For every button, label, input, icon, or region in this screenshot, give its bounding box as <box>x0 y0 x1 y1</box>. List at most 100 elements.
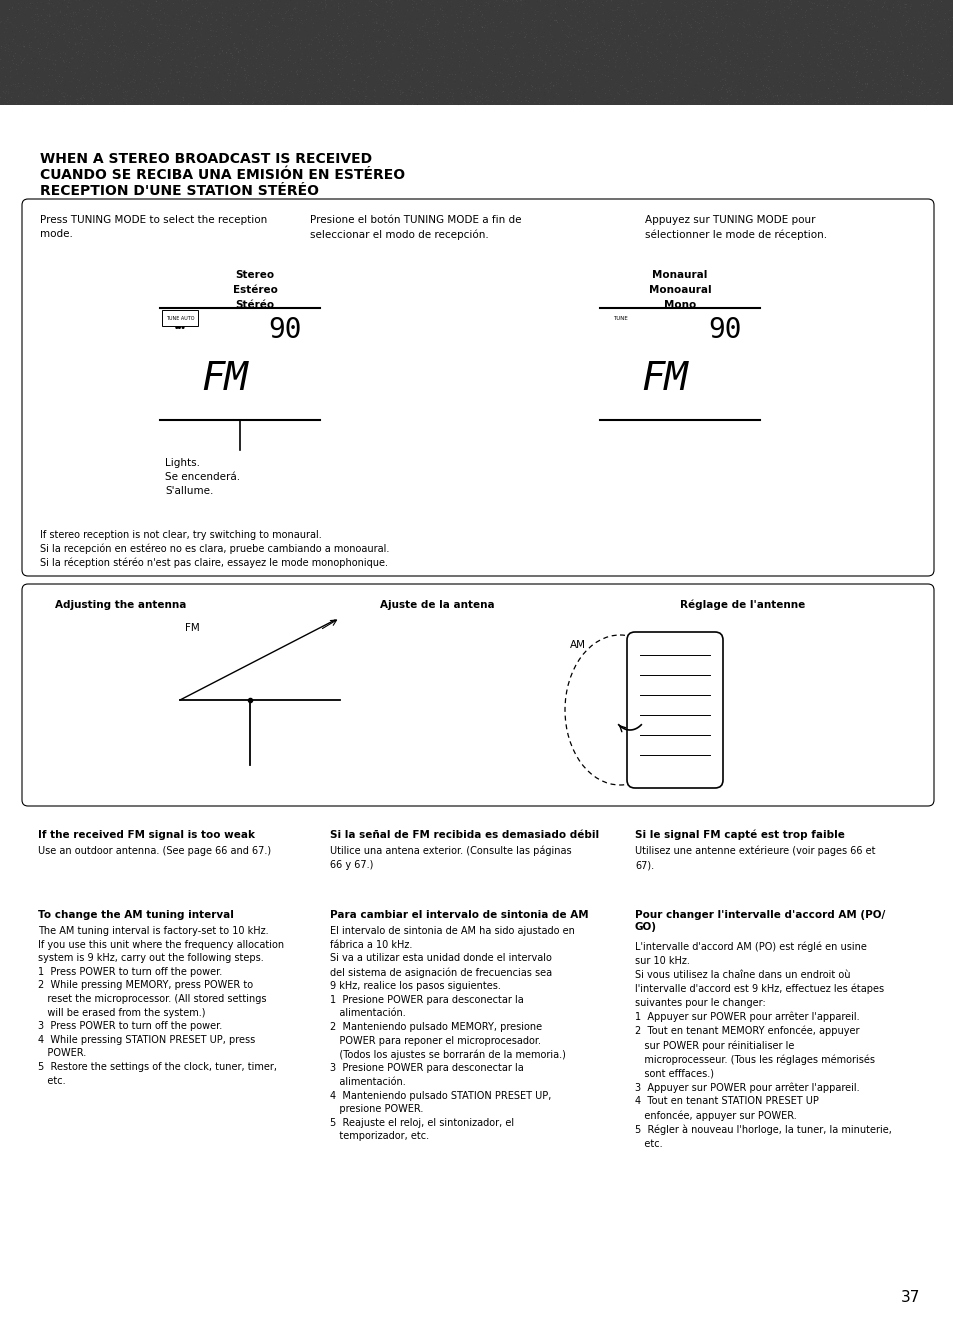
Point <box>748 64 763 85</box>
Point <box>794 55 809 76</box>
Point <box>917 1 932 23</box>
Point <box>850 92 865 113</box>
Point <box>583 49 598 71</box>
Point <box>386 21 401 43</box>
Point <box>817 47 832 68</box>
Point <box>626 0 641 21</box>
Point <box>936 55 951 76</box>
Point <box>246 0 261 15</box>
Point <box>651 67 666 88</box>
Point <box>895 60 910 81</box>
Point <box>630 40 645 61</box>
Point <box>416 25 432 47</box>
Point <box>62 32 77 53</box>
Point <box>667 67 682 88</box>
Point <box>235 31 251 52</box>
Point <box>174 8 190 29</box>
Point <box>381 80 396 101</box>
Point <box>193 76 209 97</box>
Point <box>521 63 537 84</box>
Point <box>454 37 469 59</box>
Point <box>163 67 178 88</box>
Point <box>315 17 331 39</box>
Point <box>540 5 556 27</box>
Point <box>415 88 430 109</box>
Point <box>61 57 76 79</box>
Point <box>401 9 416 31</box>
Point <box>60 84 75 105</box>
Point <box>891 35 906 56</box>
Point <box>274 8 290 29</box>
Point <box>265 63 280 84</box>
Point <box>4 75 19 96</box>
Point <box>340 17 355 39</box>
Point <box>627 9 642 31</box>
Point <box>175 0 191 13</box>
Point <box>475 73 490 95</box>
Point <box>488 69 503 91</box>
Point <box>350 88 365 109</box>
Point <box>927 17 943 39</box>
Point <box>436 27 452 48</box>
Point <box>370 4 385 25</box>
Point <box>143 92 158 113</box>
Point <box>61 0 76 13</box>
Point <box>634 36 649 57</box>
Point <box>361 0 376 21</box>
Point <box>840 83 855 104</box>
Point <box>746 11 761 32</box>
Point <box>335 81 350 103</box>
Point <box>788 13 803 35</box>
Point <box>639 93 654 115</box>
Point <box>460 81 476 103</box>
Point <box>126 20 141 41</box>
Point <box>941 23 953 44</box>
Point <box>488 0 503 13</box>
Point <box>583 13 598 35</box>
Point <box>143 73 158 95</box>
Point <box>725 63 740 84</box>
Point <box>344 28 359 49</box>
Point <box>622 67 638 88</box>
Point <box>917 36 932 57</box>
Point <box>294 68 310 89</box>
Point <box>526 83 541 104</box>
Point <box>187 53 202 75</box>
Point <box>245 29 260 51</box>
Point <box>132 45 148 67</box>
Point <box>591 43 606 64</box>
Point <box>656 19 671 40</box>
Point <box>163 55 178 76</box>
Point <box>775 7 790 28</box>
Point <box>232 33 247 55</box>
Point <box>179 73 194 95</box>
Point <box>782 8 798 29</box>
Point <box>777 11 792 32</box>
Point <box>804 76 820 97</box>
Point <box>944 75 953 96</box>
Point <box>182 49 197 71</box>
Point <box>72 91 88 112</box>
Point <box>770 28 785 49</box>
Point <box>720 56 736 77</box>
Point <box>536 76 551 97</box>
Point <box>587 81 602 103</box>
Point <box>769 85 784 107</box>
Point <box>899 0 914 15</box>
Point <box>458 35 474 56</box>
Point <box>101 16 116 37</box>
Point <box>144 88 159 109</box>
Point <box>850 51 865 72</box>
Point <box>820 76 835 97</box>
Point <box>91 23 107 44</box>
Point <box>665 57 680 79</box>
Point <box>196 89 212 111</box>
Point <box>611 0 626 15</box>
Point <box>43 5 58 27</box>
Point <box>763 25 779 47</box>
Point <box>150 81 165 103</box>
Point <box>251 47 266 68</box>
Point <box>14 36 30 57</box>
Point <box>212 77 227 99</box>
Point <box>558 0 573 20</box>
